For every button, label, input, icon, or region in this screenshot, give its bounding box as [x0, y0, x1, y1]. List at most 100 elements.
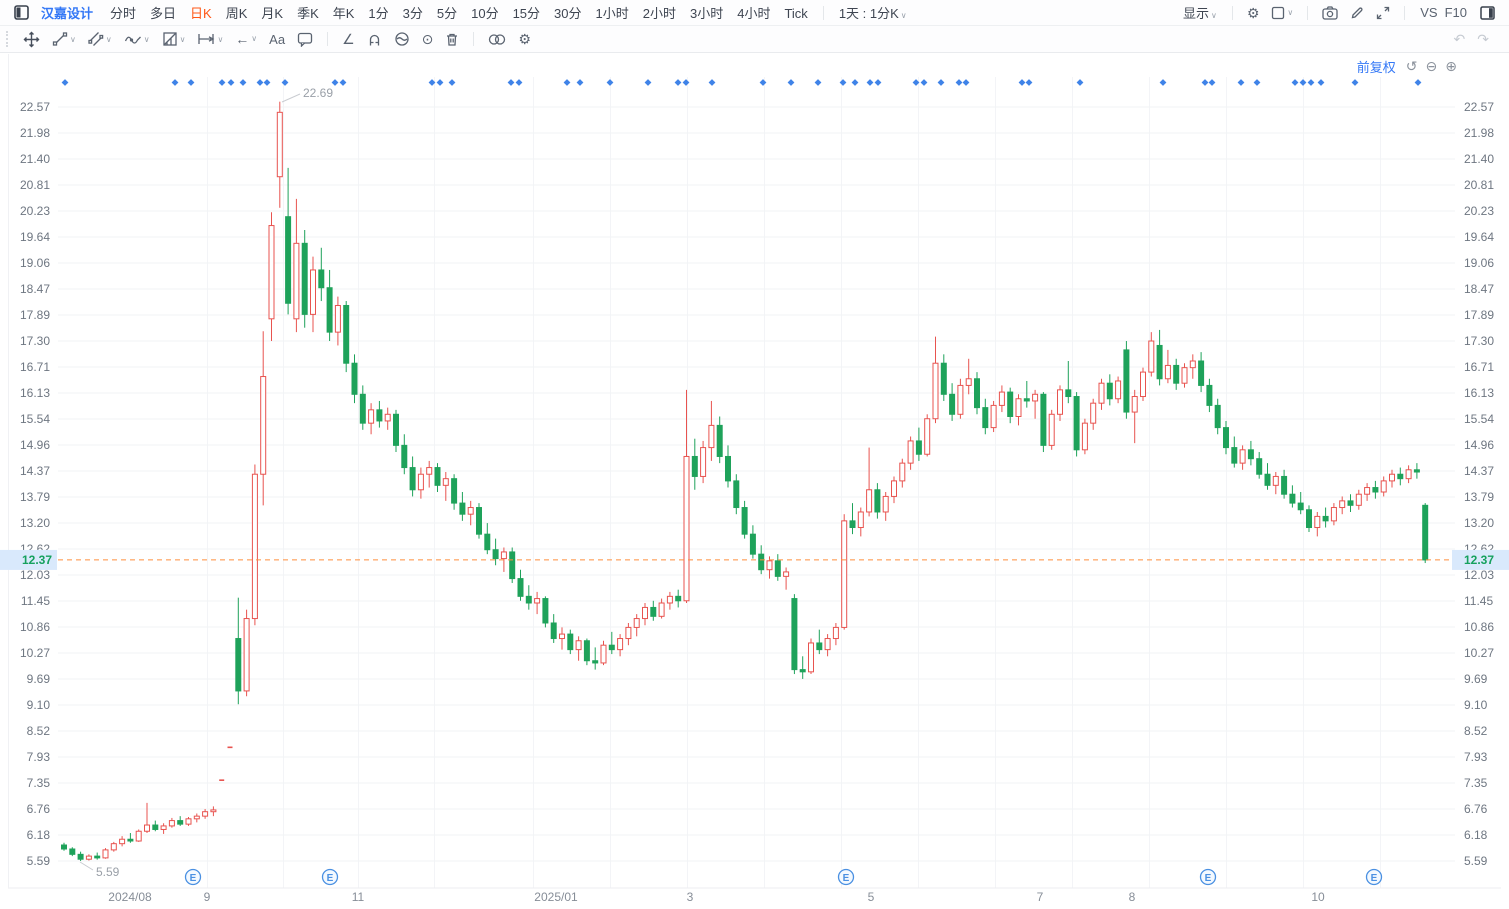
diamond-marker-icon[interactable] — [955, 79, 963, 86]
diamond-marker-icon[interactable] — [874, 79, 882, 86]
zoom-out-icon[interactable]: ⊖ — [1425, 58, 1438, 74]
announcement-diamond-markers[interactable] — [61, 79, 1422, 86]
timeframe-item[interactable]: 3小时 — [689, 6, 724, 21]
wave-tool-icon[interactable]: ∨ — [124, 31, 150, 47]
diamond-marker-icon[interactable] — [218, 79, 226, 86]
fullscreen-expand-icon[interactable] — [1376, 6, 1390, 20]
diamond-marker-icon[interactable] — [708, 79, 716, 86]
diamond-marker-icon[interactable] — [839, 79, 847, 86]
diamond-marker-icon[interactable] — [331, 79, 339, 86]
ex-dividend-marker-icon[interactable]: E — [1199, 868, 1217, 886]
hide-drawings-icon[interactable] — [394, 31, 410, 47]
chart-canvas[interactable]: 22.57 22.57 21.98 21.98 21.40 21.40 20.81 20.81… — [0, 53, 1509, 909]
channel-tool-icon[interactable]: ∨ — [88, 31, 112, 47]
diamond-marker-icon[interactable] — [644, 79, 652, 86]
drawing-settings-gear-icon[interactable]: ⚙ — [518, 31, 531, 47]
timeframe-item[interactable]: 2小时 — [642, 6, 676, 21]
diamond-marker-icon[interactable] — [1201, 79, 1209, 86]
diamond-marker-icon[interactable] — [436, 79, 444, 86]
timeframe-item[interactable]: 季K — [297, 6, 319, 21]
screenshot-camera-icon[interactable] — [1322, 5, 1338, 20]
ex-dividend-marker-icon[interactable]: E — [321, 868, 339, 886]
diamond-marker-icon[interactable] — [171, 79, 179, 86]
comment-bubble-tool-icon[interactable] — [297, 32, 313, 47]
target-dot-tool-icon[interactable]: ⊙ — [421, 31, 434, 47]
pattern-tool-icon[interactable]: ∨ — [162, 31, 185, 47]
diamond-marker-icon[interactable] — [682, 79, 690, 86]
diamond-marker-icon[interactable] — [1317, 79, 1325, 86]
redo-icon[interactable]: ↷ — [1477, 31, 1489, 47]
app-logo-icon[interactable] — [14, 5, 29, 20]
diamond-marker-icon[interactable] — [187, 79, 195, 86]
timeframe-item[interactable]: 5分 — [436, 6, 458, 21]
side-panel-icon[interactable] — [1480, 5, 1495, 20]
diamond-marker-icon[interactable] — [814, 79, 822, 86]
diamond-marker-icon[interactable] — [866, 79, 874, 86]
reset-zoom-icon[interactable]: ↺ — [1405, 58, 1418, 74]
magnet-snap-icon[interactable] — [367, 32, 382, 47]
diamond-marker-icon[interactable] — [1159, 79, 1167, 86]
layout-selector-icon[interactable]: ∨ — [1271, 6, 1293, 20]
diamond-marker-icon[interactable] — [674, 79, 682, 86]
diamond-marker-icon[interactable] — [851, 79, 859, 86]
diamond-marker-icon[interactable] — [1351, 79, 1359, 86]
timeframe-item[interactable]: 15分 — [512, 6, 541, 21]
diamond-marker-icon[interactable] — [920, 79, 928, 86]
f10-info-button[interactable]: F10 — [1444, 5, 1467, 20]
diamond-marker-icon[interactable] — [239, 79, 247, 86]
diamond-marker-icon[interactable] — [563, 79, 571, 86]
diamond-marker-icon[interactable] — [937, 79, 945, 86]
diamond-marker-icon[interactable] — [515, 79, 523, 86]
ex-dividend-marker-icon[interactable]: E — [184, 868, 202, 886]
diamond-marker-icon[interactable] — [1291, 79, 1299, 86]
diamond-marker-icon[interactable] — [339, 79, 347, 86]
move-pan-tool-icon[interactable] — [23, 31, 40, 48]
timeframe-item[interactable]: 3分 — [402, 6, 423, 21]
ex-dividend-marker-icon[interactable]: E — [1365, 868, 1383, 886]
diamond-marker-icon[interactable] — [759, 79, 767, 86]
composite-period-selector[interactable]: 1天 : 1分K ∨ — [838, 6, 907, 21]
diamond-marker-icon[interactable] — [606, 79, 614, 86]
link-charts-icon[interactable] — [488, 33, 506, 46]
diamond-marker-icon[interactable] — [428, 79, 436, 86]
diamond-marker-icon[interactable] — [1018, 79, 1026, 86]
diamond-marker-icon[interactable] — [1414, 79, 1422, 86]
toolbar-drag-handle[interactable] — [6, 31, 11, 47]
timeframe-item[interactable]: Tick — [784, 6, 808, 21]
diamond-marker-icon[interactable] — [1076, 79, 1084, 86]
candlestick-chart-area[interactable]: 前复权 ↺ ⊖ ⊕ 22.57 22.57 21.98 21.98 21.40 21.40… — [0, 53, 1509, 909]
diamond-marker-icon[interactable] — [1208, 79, 1216, 86]
diamond-marker-icon[interactable] — [912, 79, 920, 86]
timeframe-item[interactable]: 月K — [261, 6, 284, 21]
diamond-marker-icon[interactable] — [281, 79, 289, 86]
timeframe-item[interactable]: 周K — [225, 6, 248, 21]
diamond-marker-icon[interactable] — [1299, 79, 1307, 86]
chart-settings-gear-icon[interactable]: ⚙ — [1246, 4, 1260, 21]
diamond-marker-icon[interactable] — [1025, 79, 1033, 86]
timeframe-item[interactable]: 10分 — [471, 6, 499, 21]
timeframe-item[interactable]: 4小时 — [737, 6, 771, 21]
diamond-marker-icon[interactable] — [1237, 79, 1245, 86]
diamond-marker-icon[interactable] — [1307, 79, 1315, 86]
timeframe-item[interactable]: 1小时 — [595, 6, 629, 21]
diamond-marker-icon[interactable] — [787, 79, 795, 86]
diamond-marker-icon[interactable] — [448, 79, 456, 86]
diamond-marker-icon[interactable] — [962, 79, 970, 86]
timeframe-item[interactable]: 日K — [190, 6, 212, 21]
price-adjust-mode-button[interactable]: 前复权 — [1356, 60, 1396, 75]
diamond-marker-icon[interactable] — [227, 79, 235, 86]
measure-tool-icon[interactable]: ∨ — [197, 32, 223, 46]
timeframe-item[interactable]: 30分 — [554, 6, 582, 21]
trendline-tool-icon[interactable]: ∨ — [52, 31, 76, 47]
timeframe-item[interactable]: 1分 — [368, 6, 389, 21]
diamond-marker-icon[interactable] — [507, 79, 515, 86]
diamond-marker-icon[interactable] — [263, 79, 271, 86]
arrow-annotation-tool-icon[interactable]: ← ∨ — [235, 31, 258, 47]
diamond-marker-icon[interactable] — [1253, 79, 1261, 86]
timeframe-item[interactable]: 年K — [332, 6, 355, 21]
timeframe-item[interactable]: 多日 — [150, 6, 177, 21]
diamond-marker-icon[interactable] — [256, 79, 264, 86]
angle-tool-icon[interactable]: ∠ — [342, 31, 355, 47]
display-menu[interactable]: 显示 ∨ — [1182, 6, 1217, 21]
